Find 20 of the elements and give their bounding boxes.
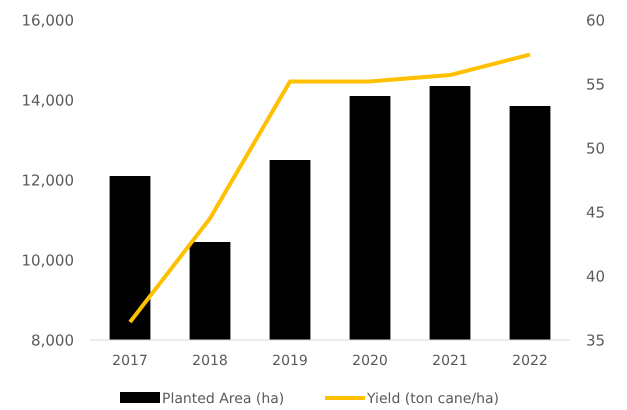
y2-tick-label: 60 xyxy=(586,11,606,30)
y2-tick-label: 40 xyxy=(586,267,606,286)
y-tick-label: 8,000 xyxy=(31,331,74,350)
legend-label: Planted Area (ha) xyxy=(162,390,284,407)
y2-tick-label: 55 xyxy=(586,75,606,94)
x-tick-label: 2017 xyxy=(112,353,148,369)
x-tick-label: 2020 xyxy=(352,353,388,369)
y-tick-label: 10,000 xyxy=(22,251,74,270)
legend-label: Yield (ton cane/ha) xyxy=(366,390,500,407)
y-tick-label: 16,000 xyxy=(22,11,74,30)
line-series xyxy=(128,52,532,324)
y-tick-label: 12,000 xyxy=(22,171,74,190)
x-tick-label: 2018 xyxy=(192,353,228,369)
x-tick-label: 2022 xyxy=(512,353,548,369)
y-tick-label: 14,000 xyxy=(22,91,74,110)
y2-tick-label: 35 xyxy=(586,331,606,350)
y2-tick-label: 45 xyxy=(586,203,606,222)
y2-tick-label: 50 xyxy=(586,139,606,158)
x-tick-label: 2019 xyxy=(272,353,308,369)
x-tick-label: 2021 xyxy=(432,353,468,369)
